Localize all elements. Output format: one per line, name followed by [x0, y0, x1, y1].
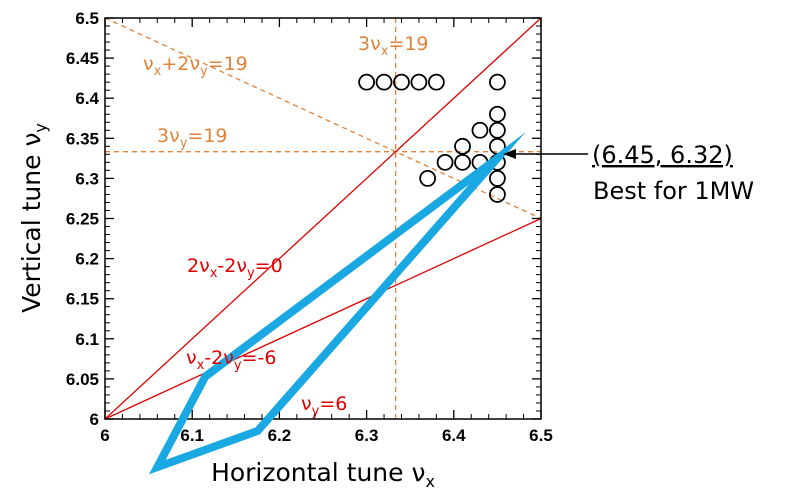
- y-tick-label: 6.3: [75, 169, 99, 188]
- label-nux-2nuy-19: νx+2νy=19: [143, 53, 248, 79]
- x-tick-label: 6.2: [268, 426, 292, 445]
- scatter-point: [427, 73, 445, 91]
- label-3nux-19: 3νx=19: [358, 33, 429, 59]
- y-tick-label: 6: [90, 410, 99, 429]
- callout-arrowhead: [503, 149, 516, 159]
- y-axis-title-sub: y: [31, 123, 50, 132]
- scatter-point: [488, 186, 506, 203]
- scatter-point: [419, 169, 437, 187]
- label-2nux-2nuy-0: 2νx-2νy=0: [187, 255, 283, 281]
- label-nuy-6: νy=6: [301, 393, 347, 419]
- y-tick-label: 6.35: [66, 129, 99, 148]
- y-tick-label: 6.45: [66, 49, 99, 68]
- y-tick-label: 6.05: [66, 370, 99, 389]
- x-tick-label: 6.3: [355, 426, 379, 445]
- y-axis-title-main: Vertical tune ν: [17, 133, 46, 313]
- y-tick-label: 6.1: [75, 330, 99, 349]
- scatter-point: [488, 169, 506, 187]
- scatter-point: [358, 73, 376, 91]
- x-axis-title-main: Horizontal tune ν: [211, 458, 425, 487]
- scatter-point: [454, 153, 471, 171]
- scatter-point: [488, 105, 506, 123]
- y-tick-label: 6.15: [66, 290, 99, 309]
- scatter-point: [454, 137, 471, 155]
- label-3nuy-19: 3νy=19: [157, 125, 228, 151]
- label-nux-2nuy-neg6: νx-2νy=-6: [186, 347, 276, 373]
- y-tick-label: 6.25: [66, 210, 99, 229]
- x-tick-label: 6.1: [180, 426, 204, 445]
- scatter-point: [393, 73, 410, 91]
- resonance-line-0: [105, 18, 541, 220]
- x-axis-title: Horizontal tune νx: [211, 458, 435, 491]
- callout-best-for-1mw: Best for 1MW: [593, 177, 754, 205]
- scatter-point: [488, 73, 506, 91]
- resonance-line-3: [105, 18, 541, 419]
- scatter-point: [471, 121, 489, 139]
- y-tick-label: 6.5: [75, 9, 99, 28]
- scatter-point: [375, 73, 393, 91]
- scatter-point: [436, 153, 454, 171]
- y-tick-label: 6.4: [75, 89, 99, 108]
- tune-path: [148, 132, 526, 475]
- scatter-point: [488, 121, 506, 139]
- y-tick-label: 6.2: [75, 250, 99, 269]
- y-axis-title: Vertical tune νy: [17, 123, 50, 313]
- x-axis-title-sub: x: [425, 472, 434, 491]
- scatter-point: [410, 73, 428, 91]
- resonance-line-4: [105, 217, 541, 419]
- x-tick-label: 6: [100, 426, 109, 445]
- x-tick-label: 6.4: [442, 426, 466, 445]
- x-tick-label: 6.5: [529, 426, 553, 445]
- callout-coordinates: (6.45, 6.32): [592, 141, 733, 169]
